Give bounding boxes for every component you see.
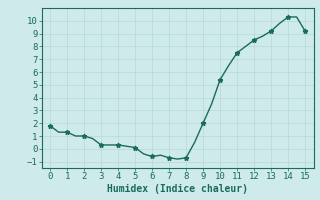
X-axis label: Humidex (Indice chaleur): Humidex (Indice chaleur) bbox=[107, 184, 248, 194]
